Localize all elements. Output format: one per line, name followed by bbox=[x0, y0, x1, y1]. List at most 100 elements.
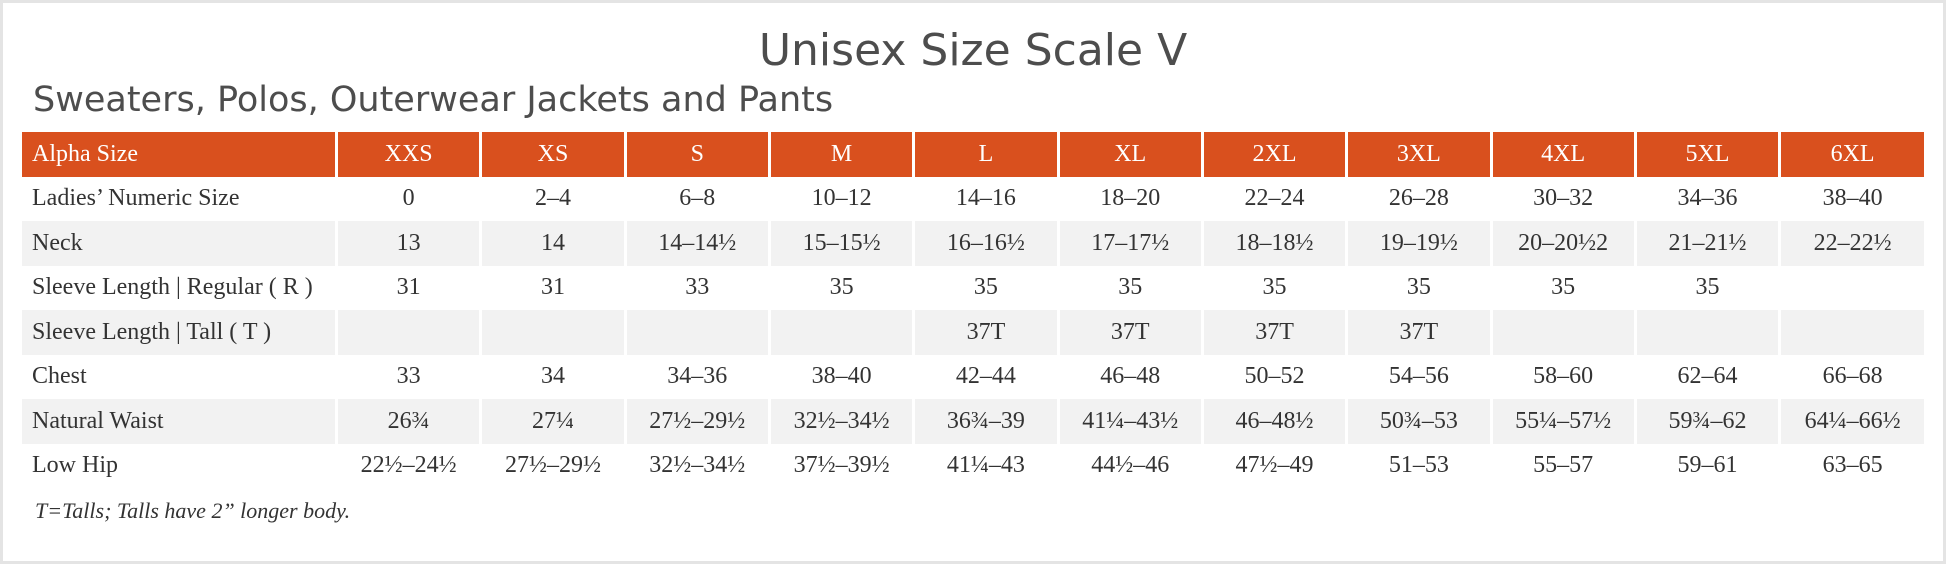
cell bbox=[623, 310, 770, 355]
cell: 16–16½ bbox=[912, 221, 1059, 266]
cell: 46–48 bbox=[1056, 354, 1203, 399]
cell: 51–53 bbox=[1345, 443, 1491, 488]
header-cell: 3XL bbox=[1345, 132, 1491, 177]
cell: 59–61 bbox=[1633, 443, 1780, 488]
cell: 42–44 bbox=[912, 354, 1059, 399]
title: Unisex Size Scale V bbox=[758, 25, 1188, 76]
cell: 22½–24½ bbox=[334, 443, 481, 488]
cell: 50–52 bbox=[1200, 354, 1347, 399]
cell: 31 bbox=[334, 265, 481, 310]
cell: 37T bbox=[912, 310, 1059, 355]
cell bbox=[334, 310, 481, 355]
header-cell: M bbox=[767, 132, 914, 177]
cell: 41¼–43½ bbox=[1056, 399, 1203, 444]
cell: 2–4 bbox=[479, 176, 626, 221]
cell: 18–18½ bbox=[1200, 221, 1347, 266]
subtitle: Sweaters, Polos, Outerwear Jackets and P… bbox=[33, 80, 834, 120]
header-row: Alpha Size XXS XS S M L XL 2XL 3XL 4XL 5XL 6XL bbox=[22, 132, 1924, 177]
row-label: Ladies’ Numeric Size bbox=[32, 185, 240, 212]
table-row: Sleeve Length | Tall ( T ) 37T 37T 37T 37T bbox=[22, 310, 1924, 355]
row-label: Sleeve Length | Regular ( R ) bbox=[32, 274, 313, 301]
cell: 22–22½ bbox=[1778, 221, 1924, 266]
cell: 44½–46 bbox=[1056, 443, 1203, 488]
cell bbox=[1633, 310, 1780, 355]
cell: 66–68 bbox=[1778, 354, 1924, 399]
cell: 0 bbox=[334, 176, 481, 221]
cell: 37T bbox=[1200, 310, 1347, 355]
cell: 35 bbox=[912, 265, 1059, 310]
cell: 27½–29½ bbox=[623, 399, 770, 444]
cell: 17–17½ bbox=[1056, 221, 1203, 266]
table-row: Natural Waist 26¾ 27¼ 27½–29½ 32½–34½ 36¾–39 4… bbox=[22, 399, 1924, 444]
cell: 64¼–66½ bbox=[1778, 399, 1924, 444]
row-label: Chest bbox=[32, 363, 87, 390]
cell: 38–40 bbox=[1778, 176, 1924, 221]
cell: 38–40 bbox=[767, 354, 914, 399]
cell: 50¾–53 bbox=[1345, 399, 1491, 444]
cell: 63–65 bbox=[1778, 443, 1924, 488]
cell bbox=[767, 310, 914, 355]
cell: 55–57 bbox=[1489, 443, 1636, 488]
cell: 35 bbox=[1633, 265, 1780, 310]
header-cell: XXS bbox=[334, 132, 481, 177]
cell: 20–20½2 bbox=[1489, 221, 1636, 266]
cell: 55¼–57½ bbox=[1489, 399, 1636, 444]
cell: 14–16 bbox=[912, 176, 1059, 221]
cell: 36¾–39 bbox=[912, 399, 1059, 444]
row-label: Neck bbox=[22, 221, 337, 266]
cell: 41¼–43 bbox=[912, 443, 1059, 488]
cell: 62–64 bbox=[1633, 354, 1780, 399]
header-cell: L bbox=[912, 132, 1059, 177]
cell: 10–12 bbox=[767, 176, 914, 221]
cell: 37T bbox=[1345, 310, 1491, 355]
table-row: Neck 13 14 14–14½ 15–15½ 16–16½ 17–17½ 18–18½ 19… bbox=[22, 221, 1924, 266]
cell: 26¾ bbox=[334, 399, 481, 444]
cell: 13 bbox=[334, 221, 481, 266]
cell: 30–32 bbox=[1489, 176, 1636, 221]
cell: 18–20 bbox=[1056, 176, 1203, 221]
cell: 54–56 bbox=[1345, 354, 1491, 399]
cell: 32½–34½ bbox=[623, 443, 770, 488]
cell: 37½–39½ bbox=[767, 443, 914, 488]
cell: 27¼ bbox=[479, 399, 626, 444]
cell bbox=[1778, 310, 1924, 355]
cell: 46–48½ bbox=[1200, 399, 1347, 444]
row-label: Sleeve Length | Tall ( T ) bbox=[22, 310, 337, 355]
cell: 58–60 bbox=[1489, 354, 1636, 399]
header-cell: 4XL bbox=[1489, 132, 1636, 177]
cell: 37T bbox=[1056, 310, 1203, 355]
cell: 32½–34½ bbox=[767, 399, 914, 444]
cell: 33 bbox=[623, 265, 770, 310]
cell: 34–36 bbox=[623, 354, 770, 399]
cell: 27½–29½ bbox=[479, 443, 626, 488]
cell: 59¾–62 bbox=[1633, 399, 1780, 444]
cell: 35 bbox=[1200, 265, 1347, 310]
cell: 34–36 bbox=[1633, 176, 1780, 221]
header-cell: Alpha Size bbox=[22, 132, 337, 177]
cell: 14 bbox=[479, 221, 626, 266]
cell: 26–28 bbox=[1345, 176, 1491, 221]
row-label: Low Hip bbox=[32, 452, 118, 479]
cell bbox=[479, 310, 626, 355]
table-row: Ladies’ Numeric Size 0 2–4 6–8 10–12 14–16 18–… bbox=[22, 176, 1924, 221]
table-row: Low Hip 22½–24½ 27½–29½ 32½–34½ 37½–39½ 41¼–4… bbox=[22, 443, 1924, 488]
footnote: T=Talls; Talls have 2” longer body. bbox=[35, 498, 351, 523]
header-cell: XS bbox=[479, 132, 626, 177]
header-cell: S bbox=[623, 132, 770, 177]
table-row: Chest 33 34 34–36 38–40 42–44 46–48 50–52 54–56 5… bbox=[22, 354, 1924, 399]
cell: 31 bbox=[479, 265, 626, 310]
cell bbox=[1778, 265, 1924, 310]
cell: 15–15½ bbox=[767, 221, 914, 266]
cell: 47½–49 bbox=[1200, 443, 1347, 488]
header-cell: XL bbox=[1056, 132, 1203, 177]
table-row: Sleeve Length | Regular ( R ) 31 31 33 35 35 3… bbox=[22, 265, 1924, 310]
cell: 14–14½ bbox=[623, 221, 770, 266]
cell: 22–24 bbox=[1200, 176, 1347, 221]
cell bbox=[1489, 310, 1636, 355]
size-table: Alpha Size XXS XS S M L XL 2XL 3XL 4XL 5XL 6XL Ladie… bbox=[22, 132, 1924, 488]
cell: 35 bbox=[767, 265, 914, 310]
cell: 35 bbox=[1345, 265, 1491, 310]
cell: 35 bbox=[1489, 265, 1636, 310]
row-label: Natural Waist bbox=[22, 399, 337, 444]
